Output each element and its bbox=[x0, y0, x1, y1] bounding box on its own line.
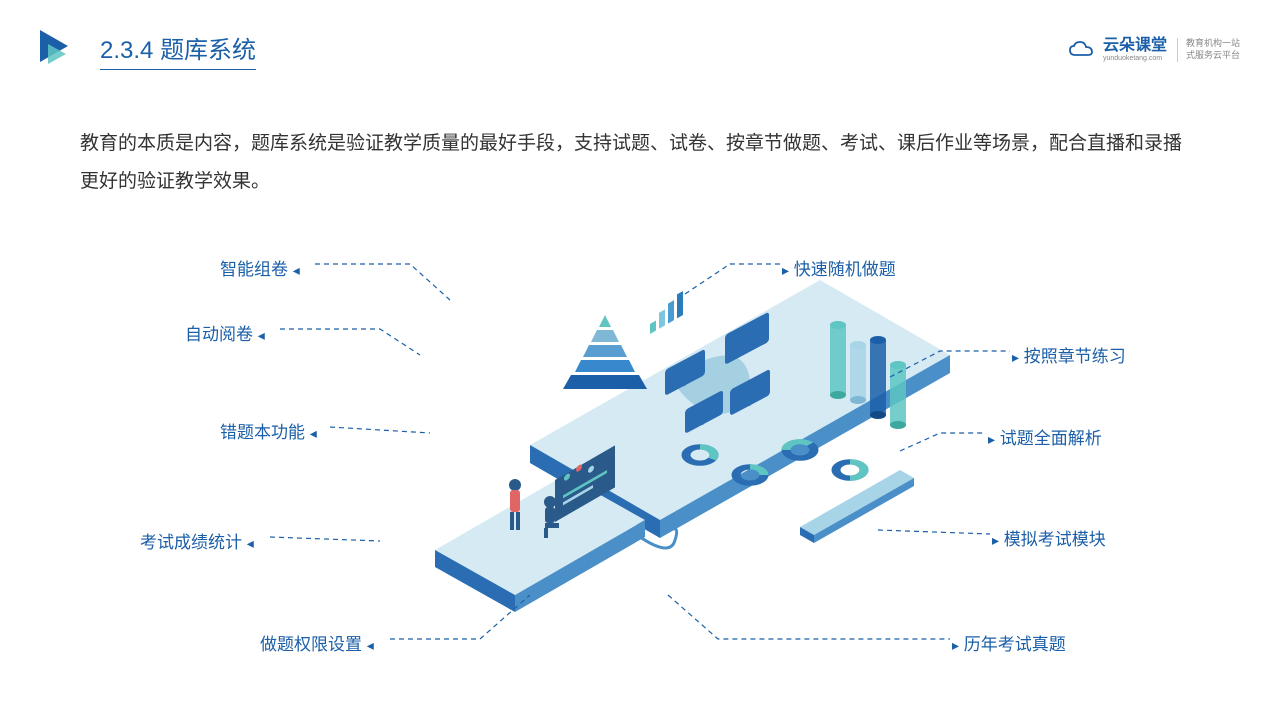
pyramid-chart bbox=[563, 315, 647, 389]
label-chapter-practice: ▸ 按照章节练习 bbox=[1012, 342, 1126, 367]
label-auto-grade: 自动阅卷 ◂ bbox=[185, 320, 265, 345]
pill-bar bbox=[800, 470, 914, 543]
section-title-text: 题库系统 bbox=[160, 37, 256, 64]
logo-domain: yunduoketang.com bbox=[1103, 55, 1167, 63]
label-permission: 做题权限设置 ◂ bbox=[260, 630, 374, 655]
bar-chart-icon bbox=[650, 291, 683, 334]
logo-tagline: 教育机构一站 式服务云平台 bbox=[1177, 38, 1240, 61]
play-icon bbox=[40, 30, 80, 70]
label-smart-combine: 智能组卷 ◂ bbox=[220, 255, 300, 280]
label-score-stats: 考试成绩统计 ◂ bbox=[140, 528, 254, 553]
label-quick-random: ▸ 快速随机做题 bbox=[782, 255, 896, 280]
label-past-exams: ▸ 历年考试真题 bbox=[952, 630, 1066, 655]
label-error-book: 错题本功能 ◂ bbox=[220, 418, 317, 443]
label-full-analysis: ▸ 试题全面解析 bbox=[988, 424, 1102, 449]
section-title: 2.3.4 题库系统 bbox=[100, 30, 256, 70]
isometric-illustration bbox=[340, 270, 960, 630]
feature-diagram: 智能组卷 ◂ 自动阅卷 ◂ 错题本功能 ◂ 考试成绩统计 ◂ 做题权限设置 ◂ … bbox=[130, 230, 1180, 690]
brand-logo: 云朵课堂 yunduoketang.com 教育机构一站 式服务云平台 bbox=[1069, 37, 1240, 62]
description-text: 教育的本质是内容，题库系统是验证教学质量的最好手段，支持试题、试卷、按章节做题、… bbox=[80, 125, 1200, 201]
section-number: 2.3.4 bbox=[100, 37, 153, 64]
label-mock-exam: ▸ 模拟考试模块 bbox=[992, 525, 1106, 550]
cloud-icon bbox=[1069, 41, 1093, 59]
logo-brand: 云朵课堂 bbox=[1103, 37, 1167, 55]
